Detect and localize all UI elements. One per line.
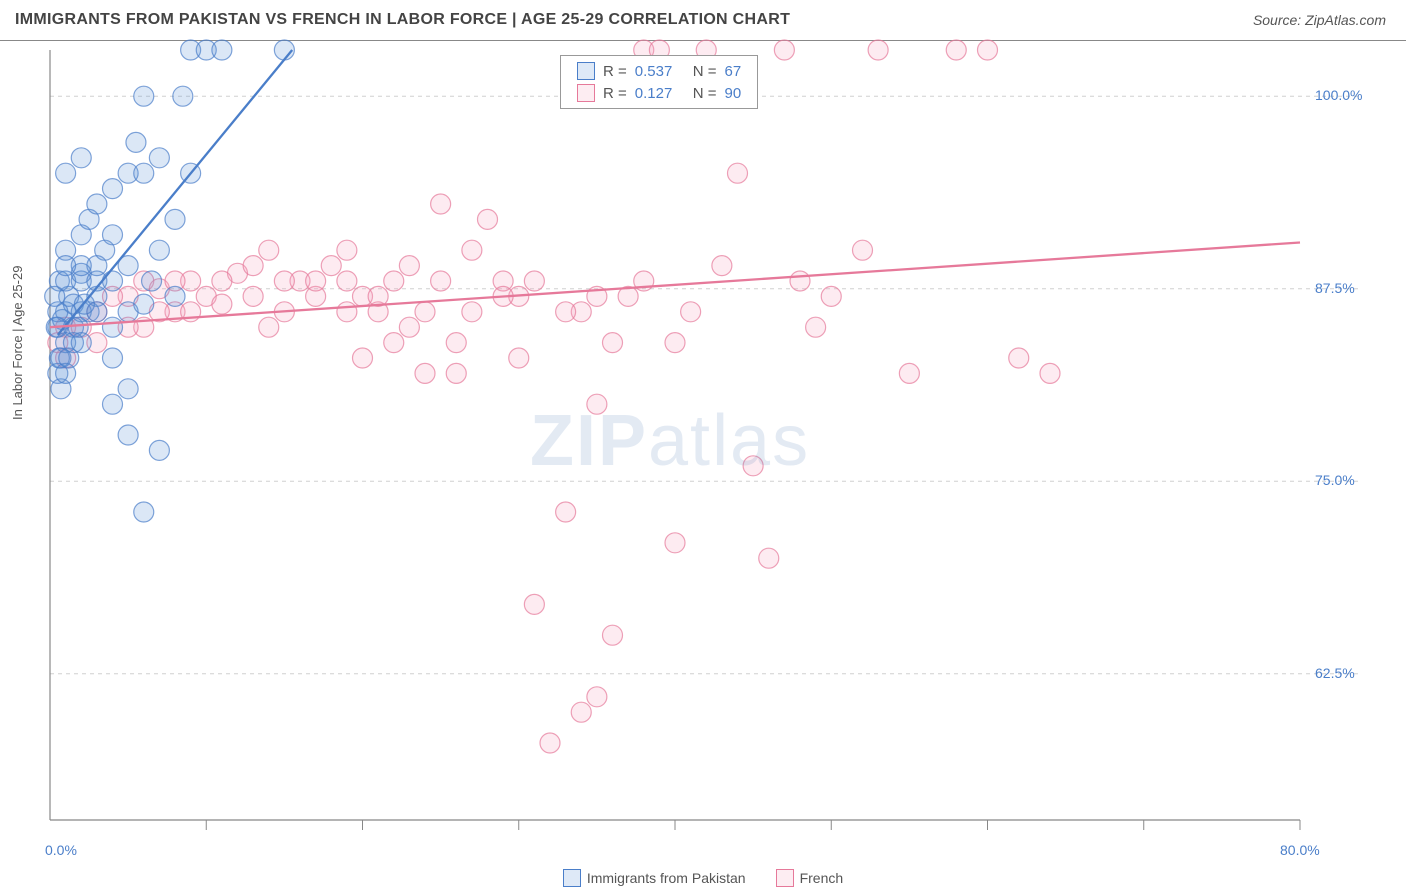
- legend-row: R = 0.127 N = 90: [577, 82, 741, 104]
- y-tick-label: 75.0%: [1315, 472, 1355, 488]
- legend-label: French: [800, 870, 844, 886]
- legend-row: R = 0.537 N = 67: [577, 60, 741, 82]
- y-tick-label: 87.5%: [1315, 280, 1355, 296]
- legend-swatch: [776, 869, 794, 887]
- r-value: 0.537: [635, 63, 685, 80]
- legend-swatch: [577, 62, 595, 80]
- n-label: N =: [693, 85, 717, 102]
- x-tick-label: 0.0%: [45, 842, 77, 858]
- legend-item: French: [776, 869, 844, 887]
- y-tick-label: 62.5%: [1315, 665, 1355, 681]
- y-tick-label: 100.0%: [1315, 87, 1362, 103]
- correlation-legend: R = 0.537 N = 67 R = 0.127 N = 90: [560, 55, 758, 109]
- r-label: R =: [603, 85, 627, 102]
- n-value: 90: [725, 85, 742, 102]
- n-value: 67: [725, 63, 742, 80]
- series-legend: Immigrants from Pakistan French: [0, 869, 1406, 887]
- x-tick-label: 80.0%: [1280, 842, 1320, 858]
- legend-swatch: [577, 84, 595, 102]
- legend-item: Immigrants from Pakistan: [563, 869, 746, 887]
- r-value: 0.127: [635, 85, 685, 102]
- scatter-plot: [0, 0, 1406, 892]
- r-label: R =: [603, 63, 627, 80]
- legend-label: Immigrants from Pakistan: [587, 870, 746, 886]
- legend-swatch: [563, 869, 581, 887]
- n-label: N =: [693, 63, 717, 80]
